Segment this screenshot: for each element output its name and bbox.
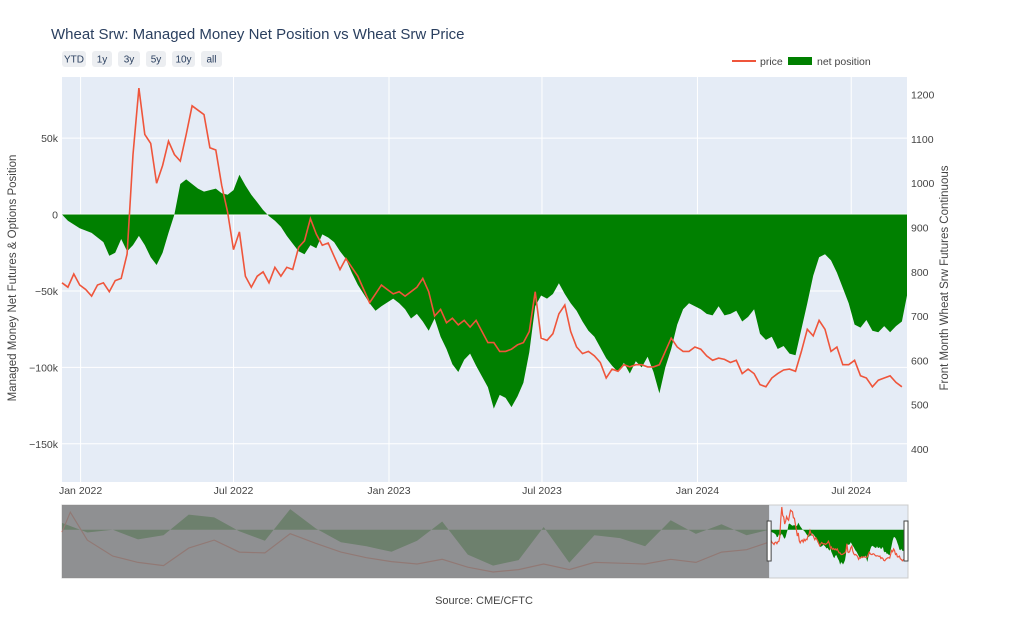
range-button-ytd[interactable]: YTD bbox=[62, 51, 86, 67]
range-button-5y[interactable]: 5y bbox=[146, 51, 166, 67]
range-button-bg bbox=[146, 51, 166, 67]
y-left-tick-label: 0 bbox=[52, 210, 58, 222]
range-slider-handle[interactable] bbox=[903, 520, 909, 562]
y-right-tick-label: 600 bbox=[911, 355, 929, 367]
source-note: Source: CME/CFTC bbox=[435, 595, 533, 607]
range-button-bg bbox=[201, 51, 222, 67]
range-slider[interactable] bbox=[61, 504, 909, 579]
range-button-bg bbox=[62, 51, 86, 67]
y-left-tick-label: −50k bbox=[35, 286, 59, 298]
range-button-label: all bbox=[206, 55, 216, 66]
range-button-10y[interactable]: 10y bbox=[172, 51, 195, 67]
y-right-tick-label: 1200 bbox=[911, 90, 935, 102]
y-left-tick-label: −150k bbox=[29, 439, 59, 451]
y-right-tick-label: 400 bbox=[911, 444, 929, 456]
chart-title: Wheat Srw: Managed Money Net Position vs… bbox=[51, 26, 465, 43]
range-button-label: 3y bbox=[124, 55, 135, 66]
x-axis: Jan 2022 Jul 2022 Jan 2023 Jul 2023 Jan 2024… bbox=[59, 485, 871, 497]
legend-price-label: price bbox=[760, 56, 783, 68]
range-button-bg bbox=[92, 51, 112, 67]
range-selector: YTD 1y 3y 5y 10y all bbox=[62, 51, 222, 67]
range-button-all[interactable]: all bbox=[201, 51, 222, 67]
legend-item-price[interactable]: price bbox=[732, 56, 783, 68]
range-button-label: 10y bbox=[175, 55, 191, 66]
y-right-tick-label: 900 bbox=[911, 222, 929, 234]
x-tick-label: Jul 2024 bbox=[831, 485, 871, 497]
legend: price net position bbox=[732, 56, 871, 68]
y-axis-left: −150k −100k −50k 0 50k bbox=[29, 133, 59, 451]
x-tick-label: Jul 2022 bbox=[214, 485, 254, 497]
range-button-3y[interactable]: 3y bbox=[118, 51, 140, 67]
y-right-tick-label: 500 bbox=[911, 400, 929, 412]
range-button-label: 1y bbox=[97, 55, 108, 66]
y-left-tick-label: 50k bbox=[41, 133, 59, 145]
price-line bbox=[61, 87, 903, 389]
range-slider-mask bbox=[62, 505, 770, 578]
range-button-1y[interactable]: 1y bbox=[92, 51, 112, 67]
x-tick-label: Jul 2023 bbox=[522, 485, 562, 497]
legend-net-position-swatch bbox=[788, 57, 812, 65]
range-button-label: 5y bbox=[151, 55, 162, 66]
y-right-tick-label: 700 bbox=[911, 311, 929, 323]
range-button-label: YTD bbox=[64, 55, 84, 66]
y-right-tick-label: 1100 bbox=[911, 134, 934, 146]
y-right-tick-label: 800 bbox=[911, 267, 929, 279]
y-axis-right: 400 500 600 700 800 900 1000 1100 1200 bbox=[911, 90, 935, 456]
y-right-tick-label: 1000 bbox=[911, 178, 935, 190]
x-tick-label: Jan 2022 bbox=[59, 485, 102, 497]
legend-item-net-position[interactable]: net position bbox=[788, 56, 871, 68]
range-button-bg bbox=[118, 51, 140, 67]
legend-net-position-label: net position bbox=[817, 56, 871, 68]
x-tick-label: Jan 2024 bbox=[676, 485, 719, 497]
y-axis-right-title: Front Month Wheat Srw Futures Continuous bbox=[939, 165, 951, 390]
x-tick-label: Jan 2023 bbox=[367, 485, 410, 497]
range-button-bg bbox=[172, 51, 195, 67]
y-left-tick-label: −100k bbox=[29, 362, 59, 374]
y-axis-left-title: Managed Money Net Futures & Options Posi… bbox=[7, 155, 19, 402]
net-position-area bbox=[62, 174, 907, 409]
range-slider-handle[interactable] bbox=[766, 520, 772, 562]
